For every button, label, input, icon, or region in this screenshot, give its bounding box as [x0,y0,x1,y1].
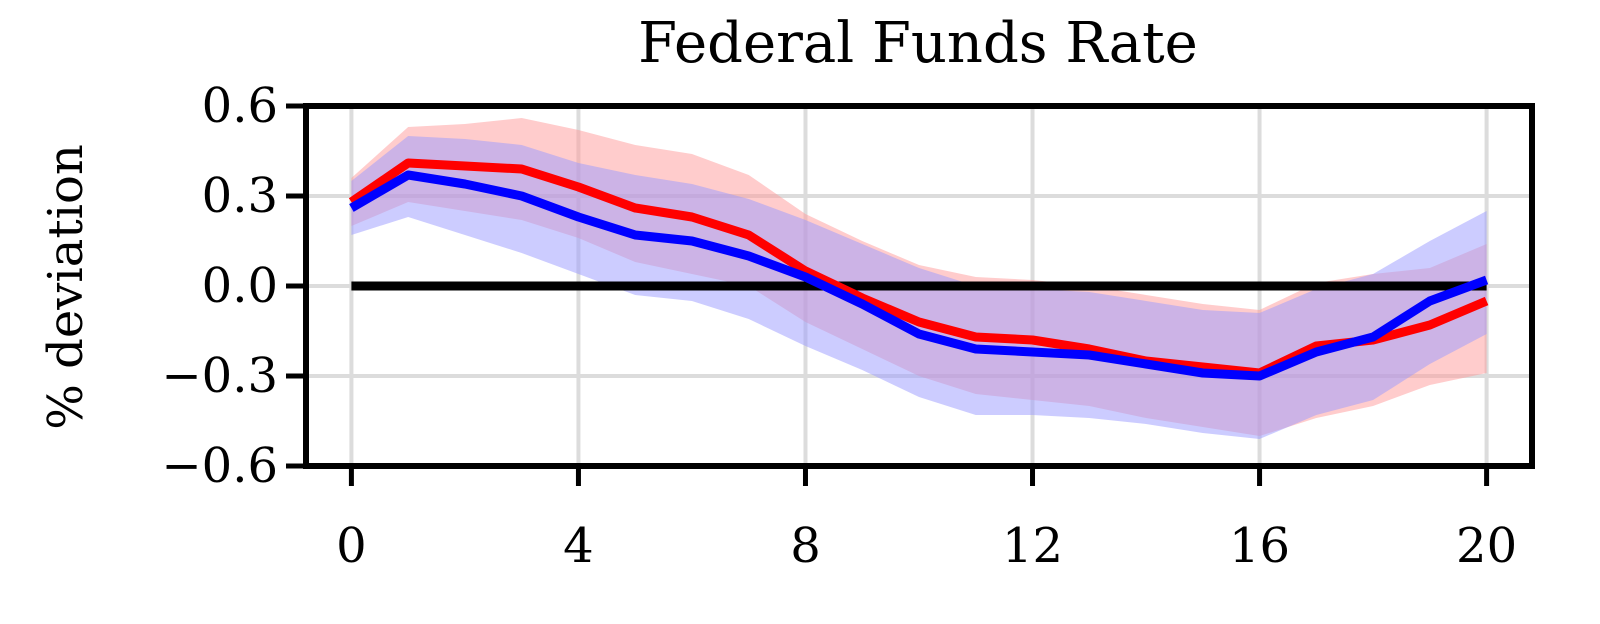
series-line-2 [349,170,1489,381]
x-tick-label: 8 [790,518,821,574]
x-tick-label: 0 [336,518,367,574]
chart-title: Federal Funds Rate [638,11,1198,76]
x-tick-label: 20 [1456,518,1517,574]
y-tick-label: −0.6 [161,438,278,494]
series-lines [348,158,1489,381]
series-line-1 [348,158,1489,378]
x-tick-label: 16 [1229,518,1290,574]
y-tick-label: −0.3 [161,348,278,404]
x-tick-label: 4 [563,518,594,574]
y-axis-label: % deviation [38,144,94,430]
axis-ticks: 0 4 8 12 16 20 0.6 0.3 0.0 −0.3 −0.6 [161,78,1517,574]
x-tick-label: 12 [1002,518,1063,574]
y-tick-label: 0.6 [202,78,278,134]
y-tick-label: 0.3 [202,168,278,224]
y-tick-label: 0.0 [202,258,278,314]
